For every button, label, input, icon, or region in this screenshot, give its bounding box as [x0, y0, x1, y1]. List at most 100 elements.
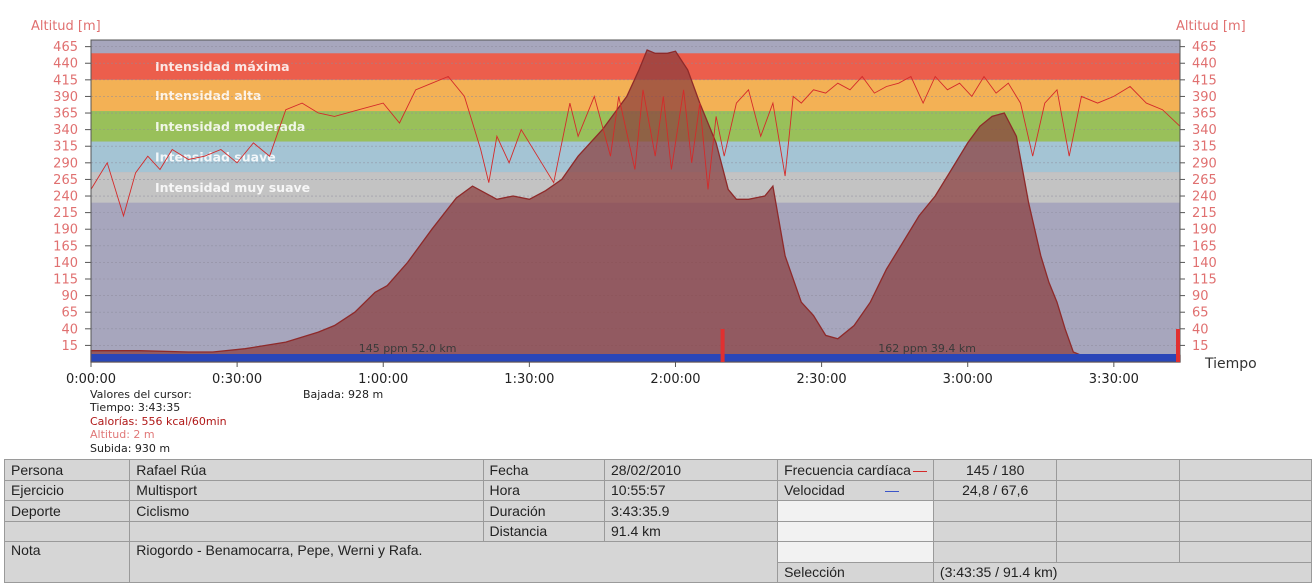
y-tick-label: 465: [53, 40, 78, 55]
distancia-value[interactable]: 91.4 km: [603, 520, 779, 542]
y-tick-label: 265: [1192, 173, 1217, 188]
empty-cell: [1179, 541, 1312, 563]
altitude-chart[interactable]: Intensidad máxima Intensidad alta Intensid…: [0, 0, 1315, 400]
segment-label: 145 ppm 52.0 km: [359, 342, 457, 355]
nota-label: Nota: [3, 541, 131, 583]
y-tick-label: 440: [1192, 57, 1217, 72]
ejercicio-label: Ejercicio: [3, 479, 131, 501]
zone-label: Intensidad máxima: [155, 59, 290, 74]
zone-band: [91, 53, 1180, 80]
table-row: Selección (3:43:35 / 91.4 km): [5, 561, 1313, 583]
empty-cell: [932, 520, 1058, 542]
empty-cell: [1056, 500, 1181, 522]
y-tick-label: 65: [1192, 306, 1209, 321]
y-tick-label: 365: [1192, 107, 1217, 122]
y-tick-label: 465: [1192, 40, 1217, 55]
velocidad-label-cell: Velocidad: [777, 479, 934, 501]
velocidad-label: Velocidad: [784, 482, 845, 499]
cursor-altitud: Altitud: 2 m: [90, 428, 155, 442]
x-tick-label: 1:00:00: [358, 372, 408, 387]
empty-cell: [3, 520, 131, 542]
empty-cell: [1179, 479, 1312, 501]
left-axis-title: Altitud [m]: [31, 19, 101, 34]
empty-cell: [129, 520, 484, 542]
table-row: Ejercicio Multisport Hora 10:55:57 Veloc…: [3, 479, 1312, 501]
fecha-value[interactable]: 28/02/2010: [603, 459, 779, 481]
nota-value[interactable]: Riogordo - Benamocarra, Pepe, Werni y Ra…: [129, 541, 779, 583]
y-tick-label: 140: [1192, 256, 1217, 271]
empty-cell: [932, 500, 1058, 522]
end-marker[interactable]: [1176, 329, 1180, 362]
plot-frame: [90, 39, 1181, 363]
altitude-area: [90, 49, 1181, 363]
y-tick-label: 290: [1192, 156, 1217, 171]
y-tick-label: 290: [53, 156, 78, 171]
duracion-value[interactable]: 3:43:35.9: [603, 500, 779, 522]
y-tick-label: 90: [1192, 289, 1209, 304]
empty-cell: [1179, 520, 1312, 542]
x-tick-label: 3:30:00: [1089, 372, 1139, 387]
y-tick-label: 315: [1192, 140, 1217, 155]
y-tick-label: 165: [1192, 239, 1217, 254]
persona-label: Persona: [3, 459, 131, 481]
table-row: Nota Riogordo - Benamocarra, Pepe, Werni…: [3, 541, 1312, 583]
y-tick-label: 190: [53, 223, 78, 238]
zone-label: Intensidad moderada: [155, 119, 305, 134]
table-row: Distancia 91.4 km: [3, 520, 1312, 542]
table-row: Deporte Ciclismo Duración 3:43:35.9: [3, 500, 1312, 522]
seleccion-value: (3:43:35 / 91.4 km): [932, 561, 1313, 583]
persona-value[interactable]: Rafael Rúa: [129, 459, 484, 481]
y-tick-label: 190: [1192, 223, 1217, 238]
empty-cell: [1056, 479, 1181, 501]
y-tick-label: 340: [53, 123, 78, 138]
empty-cell: [1179, 500, 1312, 522]
y-tick-label: 240: [53, 190, 78, 205]
y-tick-label: 390: [53, 90, 78, 105]
y-tick-label: 215: [53, 206, 78, 221]
cursor-values: Valores del cursor: Tiempo: 3:43:35 Calo…: [90, 388, 227, 455]
cursor-bajada: Bajada: 928 m: [303, 388, 384, 401]
y-tick-label: 390: [1192, 90, 1217, 105]
fc-legend-line: [912, 470, 927, 472]
empty-cell: [932, 541, 1058, 563]
deporte-value[interactable]: Ciclismo: [129, 500, 484, 522]
x-tick-label: 2:00:00: [650, 372, 700, 387]
heart-rate-line: [90, 75, 1181, 218]
seleccion-label: Selección: [777, 561, 934, 583]
hora-value[interactable]: 10:55:57: [603, 479, 779, 501]
zone-label: Intensidad alta: [155, 88, 261, 103]
distancia-label: Distancia: [482, 520, 606, 542]
y-tick-label: 40: [61, 322, 78, 337]
speed-bar: [91, 354, 1180, 362]
y-tick-label: 65: [61, 306, 78, 321]
y-tick-label: 415: [53, 73, 78, 88]
y-tick-label: 240: [1192, 190, 1217, 205]
ejercicio-value[interactable]: Multisport: [129, 479, 484, 501]
y-tick-label: 40: [1192, 322, 1209, 337]
cursor-marker[interactable]: [720, 329, 725, 362]
fc-label-cell: Frecuencia cardíaca: [777, 459, 934, 481]
x-tick-label: 0:30:00: [212, 372, 262, 387]
velocidad-value: 24,8 / 67,6: [932, 479, 1058, 501]
empty-cell: [777, 520, 934, 542]
x-tick-label: 0:00:00: [66, 372, 116, 387]
cursor-calorias: Calorías: 556 kcal/60min: [90, 414, 227, 428]
fecha-label: Fecha: [482, 459, 606, 481]
cursor-header: Valores del cursor:: [90, 388, 192, 401]
x-axis-ticks: 0:00:00 0:30:00 1:00:00 1:30:00 2:00:00 2:30:…: [66, 362, 1139, 387]
zone-label: Intensidad muy suave: [155, 180, 310, 195]
y-tick-label: 165: [53, 239, 78, 254]
right-axis-title: Altitud [m]: [1176, 19, 1246, 34]
intensity-zone-labels: Intensidad máxima Intensidad alta Intensid…: [155, 59, 310, 195]
y-tick-label: 315: [53, 140, 78, 155]
y-tick-label: 15: [1192, 339, 1209, 354]
y-tick-label: 140: [53, 256, 78, 271]
cursor-subida: Subida: 930 m: [90, 441, 171, 455]
velocidad-legend-line: [884, 491, 899, 493]
hora-label: Hora: [482, 479, 606, 501]
y-tick-label: 440: [53, 57, 78, 72]
table-row: Persona Rafael Rúa Fecha 28/02/2010 Frec…: [3, 459, 1312, 481]
y-tick-label: 115: [53, 273, 78, 288]
